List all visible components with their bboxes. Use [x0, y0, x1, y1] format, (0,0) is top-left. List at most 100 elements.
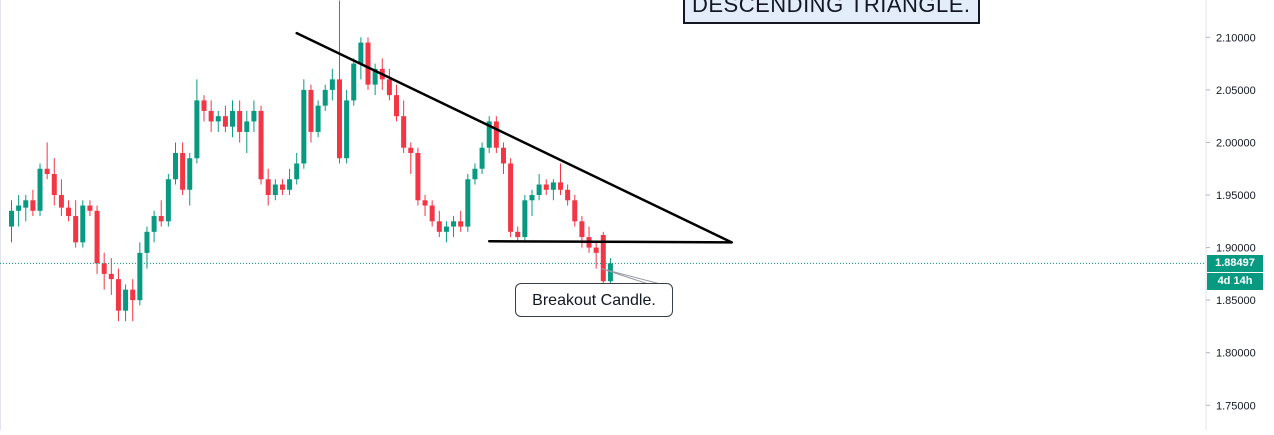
candle-body	[344, 100, 350, 159]
candle-body	[151, 216, 157, 232]
candle	[436, 210, 442, 238]
candle	[251, 100, 257, 132]
candle	[130, 279, 136, 322]
candle-body	[144, 231, 150, 253]
chart-title[interactable]: DESCENDING TRIANGLE.	[683, 0, 980, 24]
candle	[308, 84, 314, 143]
candle	[279, 179, 285, 196]
candle	[394, 84, 400, 122]
candle	[508, 158, 514, 238]
candle	[550, 179, 556, 201]
candle-body	[73, 216, 79, 243]
candle-body	[44, 168, 50, 174]
candle-body	[101, 263, 107, 274]
candle	[443, 221, 449, 243]
candle	[30, 189, 36, 217]
candle-body	[607, 263, 613, 282]
candle-body	[208, 110, 214, 122]
candle	[23, 195, 29, 222]
candle-body	[251, 110, 257, 122]
candle	[222, 105, 228, 132]
price-axis[interactable]: 2.10000 2.05000 2.00000 1.95000 1.90000 1.850…	[1206, 32, 1256, 412]
price-axis-tick-label: 2.05000	[1216, 85, 1256, 97]
candle	[565, 184, 571, 206]
horizontal-support-trendline[interactable]	[487, 240, 733, 244]
candle-body	[422, 200, 428, 206]
candle	[265, 168, 271, 206]
candle-body	[529, 195, 535, 201]
candle-body	[536, 184, 542, 196]
candle-body	[108, 273, 114, 280]
candle-body	[394, 95, 400, 117]
candle-body	[9, 210, 14, 227]
candle	[572, 195, 578, 227]
candle-body	[365, 42, 371, 85]
candle-body	[458, 221, 464, 227]
candle	[230, 100, 236, 138]
candle-body	[16, 205, 22, 211]
candle	[401, 100, 407, 153]
candle-body	[158, 216, 164, 222]
candle-body	[51, 173, 57, 196]
candle	[372, 63, 378, 96]
candle-body	[58, 195, 64, 208]
candle	[16, 195, 22, 227]
candle	[94, 205, 100, 274]
candle	[51, 158, 57, 206]
candle-body	[372, 68, 378, 85]
candle	[515, 226, 521, 243]
candle	[365, 37, 371, 90]
candles	[9, 0, 613, 322]
candle-body	[593, 247, 599, 253]
candle-body	[165, 179, 171, 222]
candle	[237, 100, 243, 143]
candle	[543, 179, 549, 196]
candle-body	[329, 79, 335, 90]
candle-body	[565, 189, 571, 201]
candle	[108, 258, 114, 295]
candle-body	[87, 205, 93, 211]
candle-body	[137, 252, 143, 301]
candle-body	[23, 200, 29, 208]
descending-resistance-trendline[interactable]	[295, 31, 733, 244]
candle	[58, 179, 64, 217]
candle-body	[237, 110, 243, 132]
candle-body	[486, 121, 492, 148]
candle	[258, 105, 264, 185]
candle	[315, 100, 321, 138]
candle	[593, 242, 599, 269]
candle	[358, 37, 364, 80]
candle-body	[572, 200, 578, 222]
bar-countdown-label: 4d 14h	[1207, 273, 1263, 291]
candle-body	[386, 79, 392, 96]
candle	[272, 179, 278, 201]
candle	[415, 147, 421, 206]
candle-body	[358, 42, 364, 64]
candle-body	[130, 289, 136, 301]
price-axis-tick-label: 1.80000	[1216, 348, 1256, 360]
candle-body	[80, 205, 86, 243]
candle-body	[500, 147, 506, 164]
candle	[529, 189, 535, 217]
candle-body	[429, 205, 435, 222]
candle	[472, 163, 478, 185]
candle	[44, 142, 50, 180]
candle-body	[550, 182, 556, 190]
candle-body	[315, 105, 321, 132]
candle-body	[279, 184, 285, 190]
candle-body	[558, 182, 564, 190]
candle	[558, 163, 564, 196]
candle	[165, 173, 171, 227]
candle	[287, 168, 293, 196]
price-axis-tick-label: 1.95000	[1216, 190, 1256, 202]
candle	[194, 79, 200, 164]
candle	[329, 68, 335, 101]
breakout-callout[interactable]: Breakout Candle.	[515, 283, 673, 317]
candle-body	[287, 179, 293, 190]
candle	[493, 116, 499, 153]
trendlines[interactable]	[295, 31, 733, 244]
candle	[336, 0, 342, 164]
price-axis-tick-label: 1.85000	[1216, 295, 1256, 307]
